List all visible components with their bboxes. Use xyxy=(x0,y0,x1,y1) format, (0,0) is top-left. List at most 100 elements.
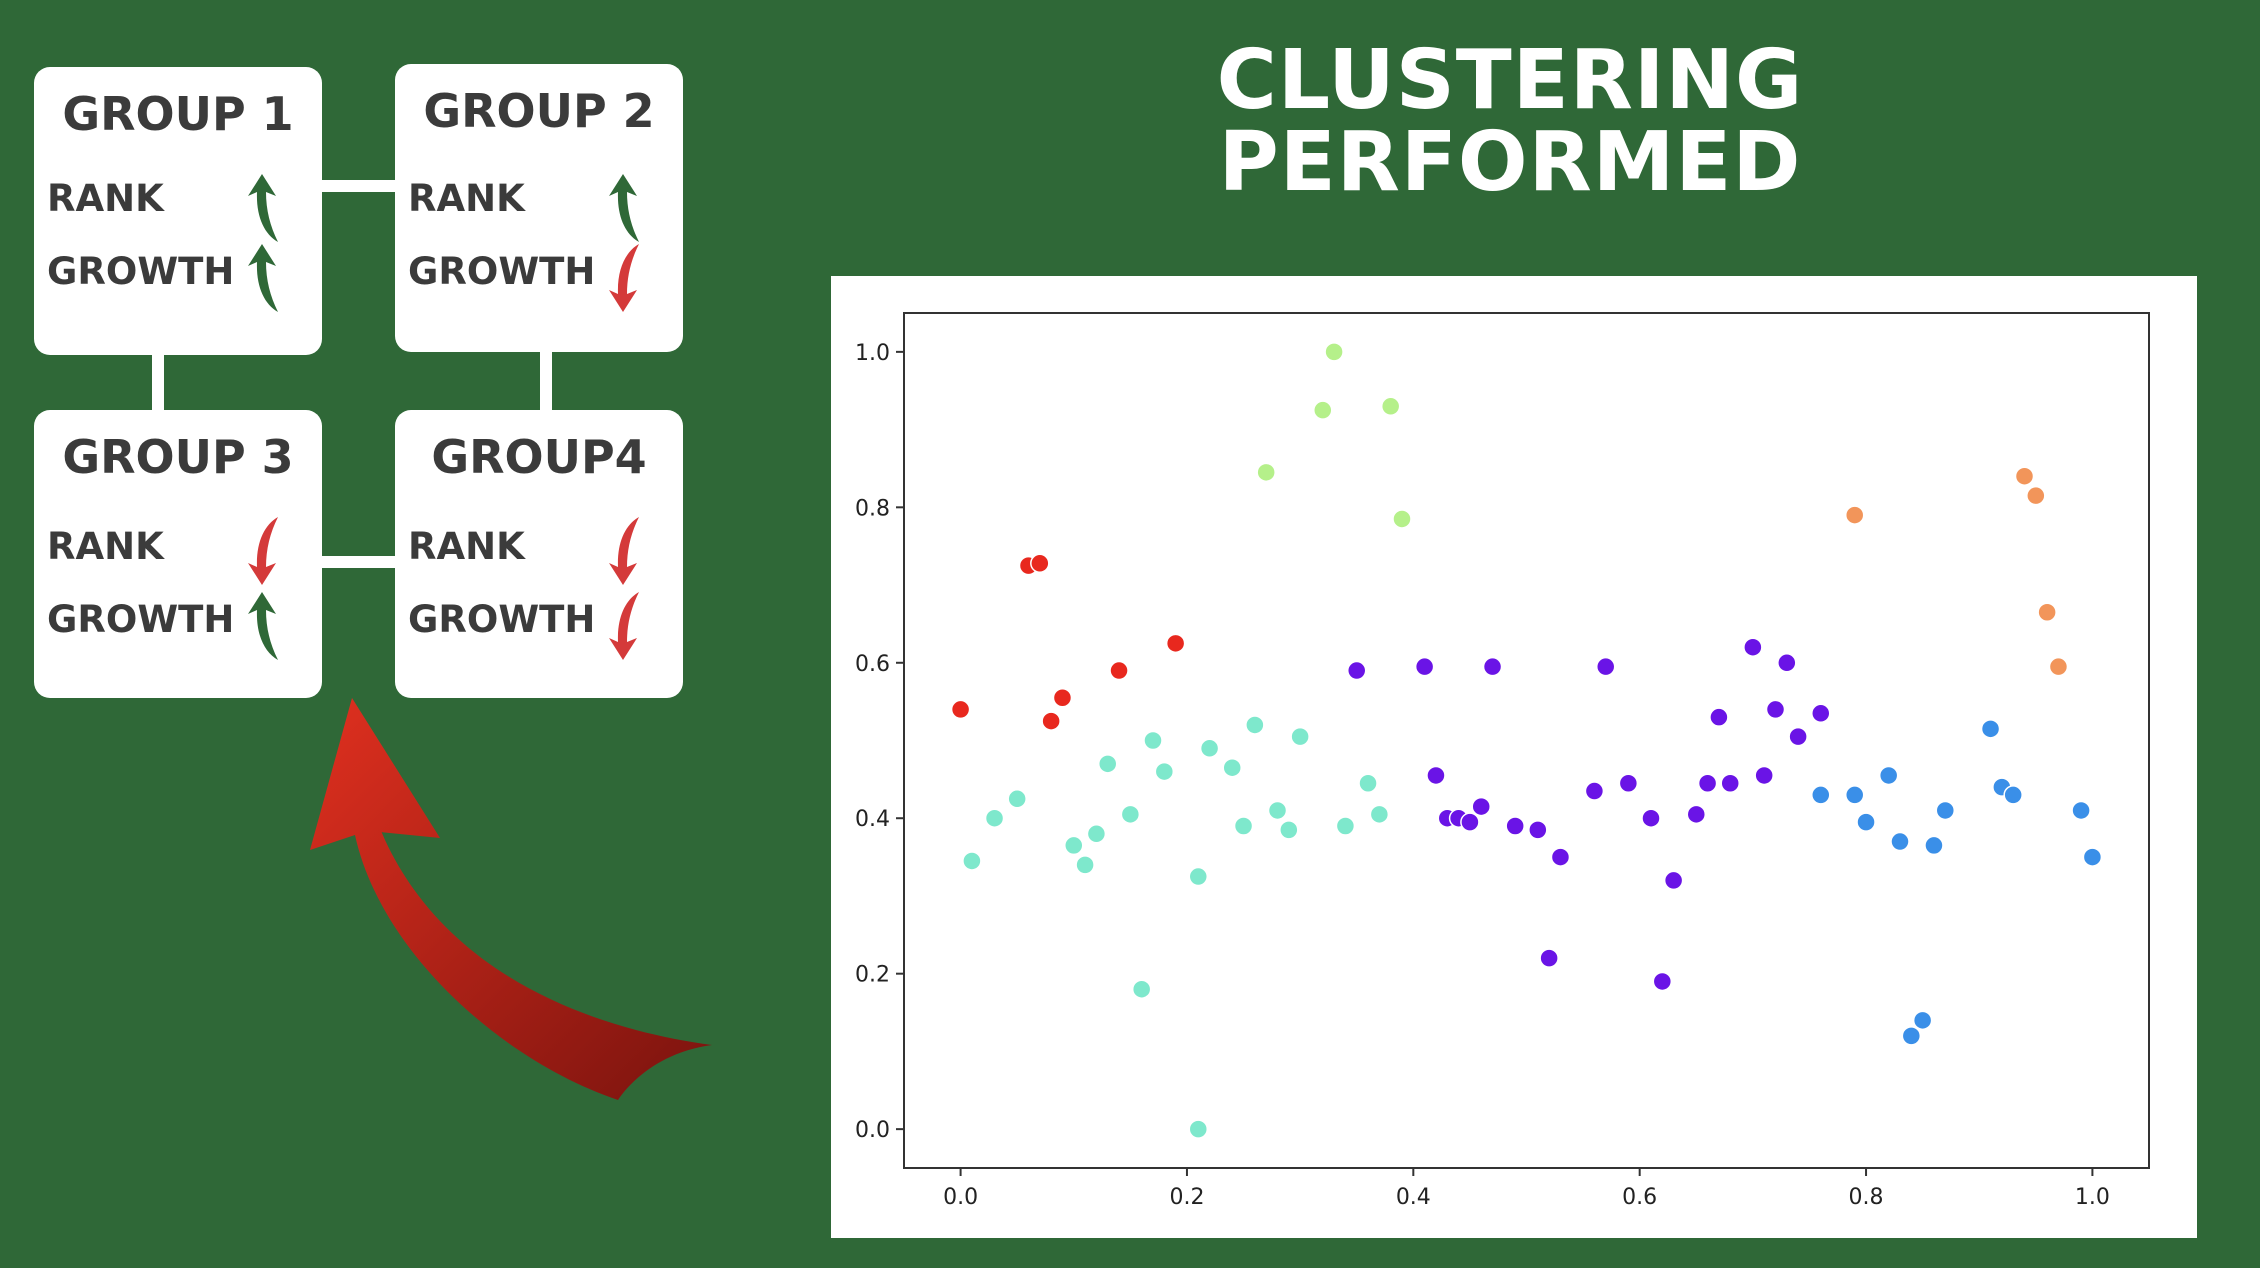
scatter-point-cluster-3 xyxy=(2026,485,2046,506)
rank-label: RANK xyxy=(47,525,164,568)
down-arrow-shape xyxy=(609,592,639,660)
group-card-1: GROUP 1 RANK GROWTH xyxy=(34,67,322,355)
title-line-2: PERFORMED xyxy=(1218,115,1802,210)
points-layer xyxy=(950,342,2103,1139)
scatter-point-cluster-6 xyxy=(1901,1026,1922,1046)
x-tick-label: 1.0 xyxy=(2075,1185,2110,1210)
growth-label: GROWTH xyxy=(408,250,596,293)
connector-g1-g3 xyxy=(152,350,164,416)
up-arrow-shape xyxy=(248,592,278,660)
down-arrow-icon xyxy=(609,517,639,585)
up-arrow-icon xyxy=(609,174,639,242)
scatter-point-cluster-5 xyxy=(1584,781,1605,801)
up-arrow-icon xyxy=(248,174,278,242)
group-title: GROUP 1 xyxy=(62,87,294,141)
scatter-point-cluster-5 xyxy=(1471,796,1491,817)
page-title: CLUSTERING PERFORMED xyxy=(1160,40,1860,204)
scatter-point-cluster-4 xyxy=(1335,816,1356,836)
down-arrow-icon xyxy=(248,517,278,585)
scatter-point-cluster-4 xyxy=(1086,824,1107,844)
scatter-point-cluster-6 xyxy=(1924,835,1944,856)
scatter-point-cluster-5 xyxy=(1414,656,1435,677)
scatter-point-cluster-5 xyxy=(1346,660,1367,681)
scatter-point-cluster-4 xyxy=(1064,835,1084,856)
scatter-point-cluster-5 xyxy=(1618,773,1639,793)
scatter-point-cluster-5 xyxy=(1754,765,1774,786)
scatter-point-cluster-3 xyxy=(2048,656,2069,677)
scatter-point-cluster-1 xyxy=(950,699,971,720)
rank-label: RANK xyxy=(408,525,525,568)
scatter-point-cluster-5 xyxy=(1720,773,1740,793)
growth-label: GROWTH xyxy=(47,250,235,293)
scatter-point-cluster-5 xyxy=(1528,820,1548,840)
y-tick-label: 0.6 xyxy=(855,652,890,677)
scatter-point-cluster-4 xyxy=(1222,757,1242,778)
scatter-point-cluster-5 xyxy=(1641,808,1661,828)
scatter-point-cluster-4 xyxy=(1358,773,1378,793)
scatter-point-cluster-5 xyxy=(1697,773,1718,793)
scatter-point-cluster-1 xyxy=(1030,553,1050,574)
scatter-point-cluster-4 xyxy=(1097,754,1118,774)
curved-arrow-icon xyxy=(310,698,712,1100)
x-tick-label: 0.2 xyxy=(1169,1185,1204,1210)
x-tick-label: 0.8 xyxy=(1849,1185,1884,1210)
scatter-point-cluster-2 xyxy=(1324,342,1344,362)
rank-label: RANK xyxy=(408,177,525,220)
scatter-point-cluster-4 xyxy=(1131,979,1152,999)
scatter-point-cluster-5 xyxy=(1426,765,1446,786)
scatter-point-cluster-2 xyxy=(1256,462,1276,483)
group-card-4: GROUP4 RANK GROWTH xyxy=(395,410,683,698)
down-arrow-icon xyxy=(609,592,639,660)
scatter-point-cluster-2 xyxy=(1392,509,1412,529)
scatter-point-cluster-4 xyxy=(1188,1119,1209,1139)
rank-label: RANK xyxy=(47,177,164,220)
y-tick-label: 0.4 xyxy=(855,807,890,832)
scatter-point-cluster-5 xyxy=(1811,703,1831,724)
scatter-point-cluster-5 xyxy=(1765,699,1786,720)
growth-label: GROWTH xyxy=(47,598,235,641)
scatter-point-cluster-4 xyxy=(1199,738,1220,759)
scatter-point-cluster-5 xyxy=(1505,816,1525,836)
scatter-point-cluster-3 xyxy=(1844,505,1865,525)
scatter-point-cluster-6 xyxy=(2071,800,2091,821)
scatter-point-cluster-5 xyxy=(1788,726,1808,747)
scatter-point-cluster-6 xyxy=(1844,785,1865,805)
y-tick-label: 0.0 xyxy=(855,1118,890,1143)
up-arrow-icon xyxy=(248,244,278,312)
scatter-point-cluster-4 xyxy=(1120,804,1141,825)
scatter-point-cluster-5 xyxy=(1686,804,1707,825)
up-arrow-shape xyxy=(248,174,278,242)
y-tick-label: 1.0 xyxy=(855,341,890,366)
scatter-point-cluster-4 xyxy=(962,851,982,871)
down-arrow-icon xyxy=(609,244,639,312)
scatter-point-cluster-6 xyxy=(1878,765,1899,786)
down-arrow-shape xyxy=(248,517,278,585)
scatter-point-cluster-6 xyxy=(1890,831,1910,852)
scatter-point-cluster-6 xyxy=(2003,785,2023,805)
scatter-point-cluster-4 xyxy=(1245,715,1265,735)
scatter-point-cluster-5 xyxy=(1652,971,1673,992)
scatter-point-cluster-6 xyxy=(1811,785,1831,805)
connector-g3-g4 xyxy=(320,556,400,568)
up-arrow-shape xyxy=(609,174,639,242)
scatter-point-cluster-4 xyxy=(1154,761,1175,782)
y-tick-label: 0.8 xyxy=(855,496,890,521)
scatter-point-cluster-5 xyxy=(1709,707,1729,727)
scatter-point-cluster-4 xyxy=(1369,804,1390,825)
scatter-point-cluster-4 xyxy=(1290,726,1310,747)
scatter-point-cluster-5 xyxy=(1595,656,1616,677)
scatter-point-cluster-5 xyxy=(1539,948,1559,968)
x-tick-label: 0.4 xyxy=(1396,1185,1431,1210)
scatter-point-cluster-2 xyxy=(1313,400,1333,420)
growth-label: GROWTH xyxy=(408,598,596,641)
group-title: GROUP 3 xyxy=(62,430,294,484)
plot-frame xyxy=(903,312,2150,1169)
title-line-1: CLUSTERING xyxy=(1216,33,1804,128)
scatter-point-cluster-5 xyxy=(1550,847,1571,867)
scatter-point-cluster-6 xyxy=(1912,1010,1933,1031)
scatter-point-cluster-1 xyxy=(1041,711,1061,731)
down-arrow-shape xyxy=(609,517,639,585)
y-axis: 0.0 0.2 0.4 0.6 0.8 1.0 xyxy=(855,341,904,1143)
group-title: GROUP 2 xyxy=(423,84,655,138)
scatter-point-cluster-2 xyxy=(1380,396,1401,417)
